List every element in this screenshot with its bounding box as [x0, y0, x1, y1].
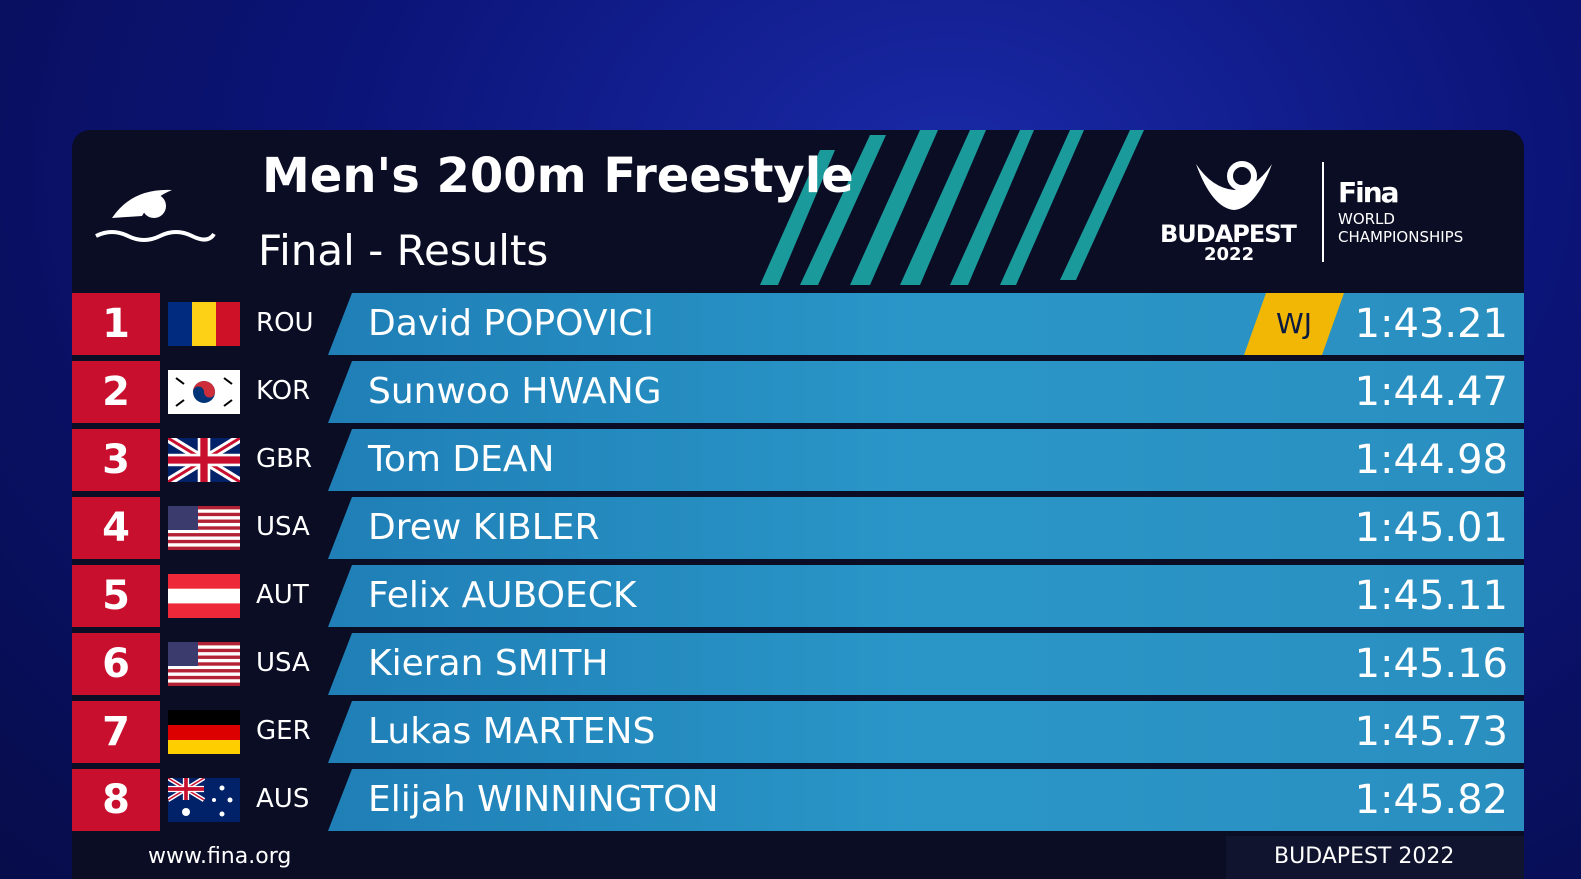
logo-line1: WORLD: [1338, 210, 1395, 228]
rank-box: 7: [72, 701, 160, 763]
flag: [165, 434, 243, 486]
flag-icon: [168, 642, 240, 686]
rank-box: 1: [72, 293, 160, 355]
athlete-name: David POPOVICI: [368, 303, 654, 344]
country-code: AUT: [256, 580, 309, 610]
rank-box: 4: [72, 497, 160, 559]
result-band: [328, 565, 1524, 627]
result-band: [328, 497, 1524, 559]
flag-icon: [168, 710, 240, 754]
title: Men's 200m Freestyle: [262, 148, 854, 204]
result-time: 1:45.73: [1354, 709, 1508, 755]
result-band: [328, 769, 1524, 831]
subtitle: Final - Results: [258, 226, 549, 275]
header-stripes: [760, 130, 1144, 285]
athlete-name: Sunwoo HWANG: [368, 371, 662, 412]
footer-box: [1226, 836, 1524, 879]
rank-box: 5: [72, 565, 160, 627]
result-time: 1:43.21: [1354, 301, 1508, 347]
flag-icon: [165, 434, 243, 486]
flag: [168, 370, 240, 414]
logo-year: 2022: [1204, 244, 1255, 265]
footer-left: www.fina.org: [148, 844, 292, 869]
rank-box: 2: [72, 361, 160, 423]
country-code: ROU: [256, 308, 314, 338]
athlete-name: Drew KIBLER: [368, 507, 600, 548]
rank-box: 8: [72, 769, 160, 831]
athlete-name: Lukas MARTENS: [368, 711, 656, 752]
result-band: [328, 361, 1524, 423]
flag: [168, 642, 240, 686]
country-code: KOR: [256, 376, 311, 406]
flag-icon: [168, 506, 240, 550]
flag: [168, 506, 240, 550]
flag: [168, 574, 240, 618]
result-time: 1:45.11: [1354, 573, 1508, 619]
country-code: AUS: [256, 784, 310, 814]
athlete-name: Elijah WINNINGTON: [368, 779, 719, 820]
result-time: 1:44.47: [1354, 369, 1508, 415]
country-code: GBR: [256, 444, 313, 474]
flag: [168, 710, 240, 754]
flag: [166, 776, 240, 822]
country-code: USA: [256, 648, 310, 678]
athlete-name: Felix AUBOECK: [368, 575, 637, 616]
logo-brand: Fina: [1338, 176, 1400, 209]
result-band: [328, 429, 1524, 491]
logo-line2: CHAMPIONSHIPS: [1338, 228, 1464, 246]
swim-icon: [95, 189, 216, 242]
result-band: [328, 633, 1524, 695]
logo-divider: [1322, 162, 1324, 262]
rank-box: 6: [72, 633, 160, 695]
athlete-name: Tom DEAN: [368, 439, 555, 480]
flag-icon: [166, 776, 240, 822]
result-time: 1:45.82: [1354, 777, 1508, 823]
flag-icon: [168, 302, 240, 346]
flag-icon: [168, 574, 240, 618]
flag-icon: [168, 370, 240, 414]
result-time: 1:45.16: [1354, 641, 1508, 687]
budapest-logo: [1196, 161, 1272, 210]
athlete-name: Kieran SMITH: [368, 643, 609, 684]
country-code: USA: [256, 512, 310, 542]
result-time: 1:44.98: [1354, 437, 1508, 483]
result-band: [328, 701, 1524, 763]
rank-box: 3: [72, 429, 160, 491]
country-code: GER: [256, 716, 311, 746]
flag: [168, 302, 240, 346]
footer-right: BUDAPEST 2022: [1274, 844, 1455, 869]
logo-city: BUDAPEST: [1160, 220, 1297, 248]
result-time: 1:45.01: [1354, 505, 1508, 551]
